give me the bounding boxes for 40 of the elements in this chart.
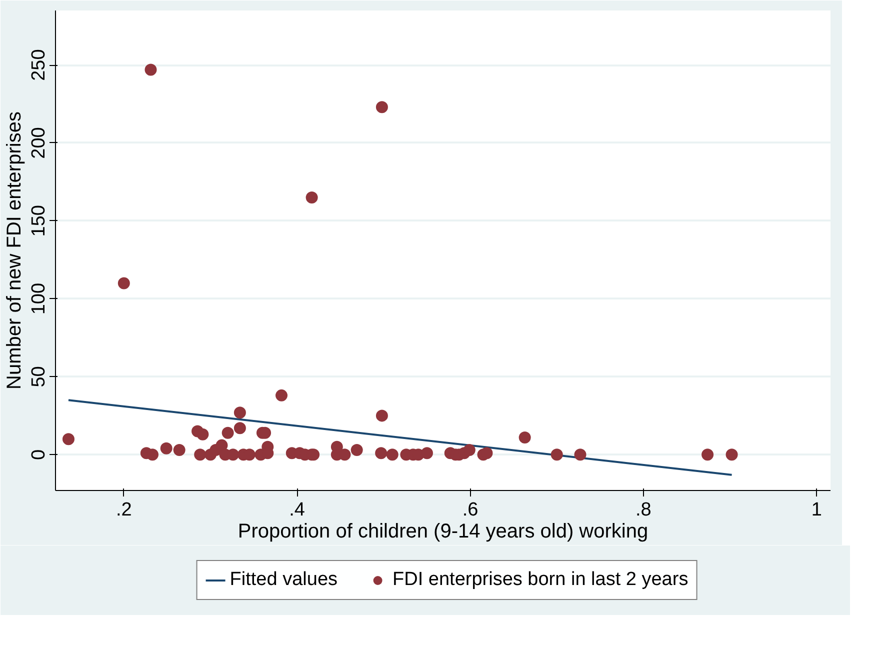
x-tick-label: .4 [289,500,306,520]
point [574,448,586,461]
point [173,444,186,456]
point [306,192,318,204]
x-tick-label: .2 [116,500,132,520]
point [276,389,288,402]
point [118,277,130,290]
point [550,448,563,461]
x-tick-label: 1 [811,500,822,520]
point [222,426,234,439]
y-tick-label: 0 [28,449,50,460]
point [726,448,738,461]
point [216,439,228,452]
point [376,101,388,114]
point [234,406,246,419]
point [376,410,388,422]
point [234,422,246,434]
x-axis-title: Proportion of children (9-14 years old) working [238,520,648,542]
point [463,444,476,456]
point [420,447,433,460]
x-tick-label: .6 [462,500,478,520]
point [350,444,363,456]
y-tick-label: 100 [28,282,50,315]
point [194,448,206,461]
x-tick-label: .8 [636,500,652,520]
point [386,448,398,461]
legend-label: Fitted values [230,569,338,591]
point [160,442,172,454]
point [62,433,74,446]
point [375,447,388,460]
point [518,432,531,444]
y-tick-label: 250 [28,49,50,81]
point [196,428,209,440]
point [144,64,157,76]
y-tick-label: 200 [28,127,50,159]
y-tick-label: 50 [28,366,50,388]
legend-label: FDI enterprises born in last 2 years [392,569,688,591]
y-axis-title: Number of new FDI enterprises [4,112,26,390]
y-tick-label: 150 [28,205,50,237]
point [702,448,714,461]
